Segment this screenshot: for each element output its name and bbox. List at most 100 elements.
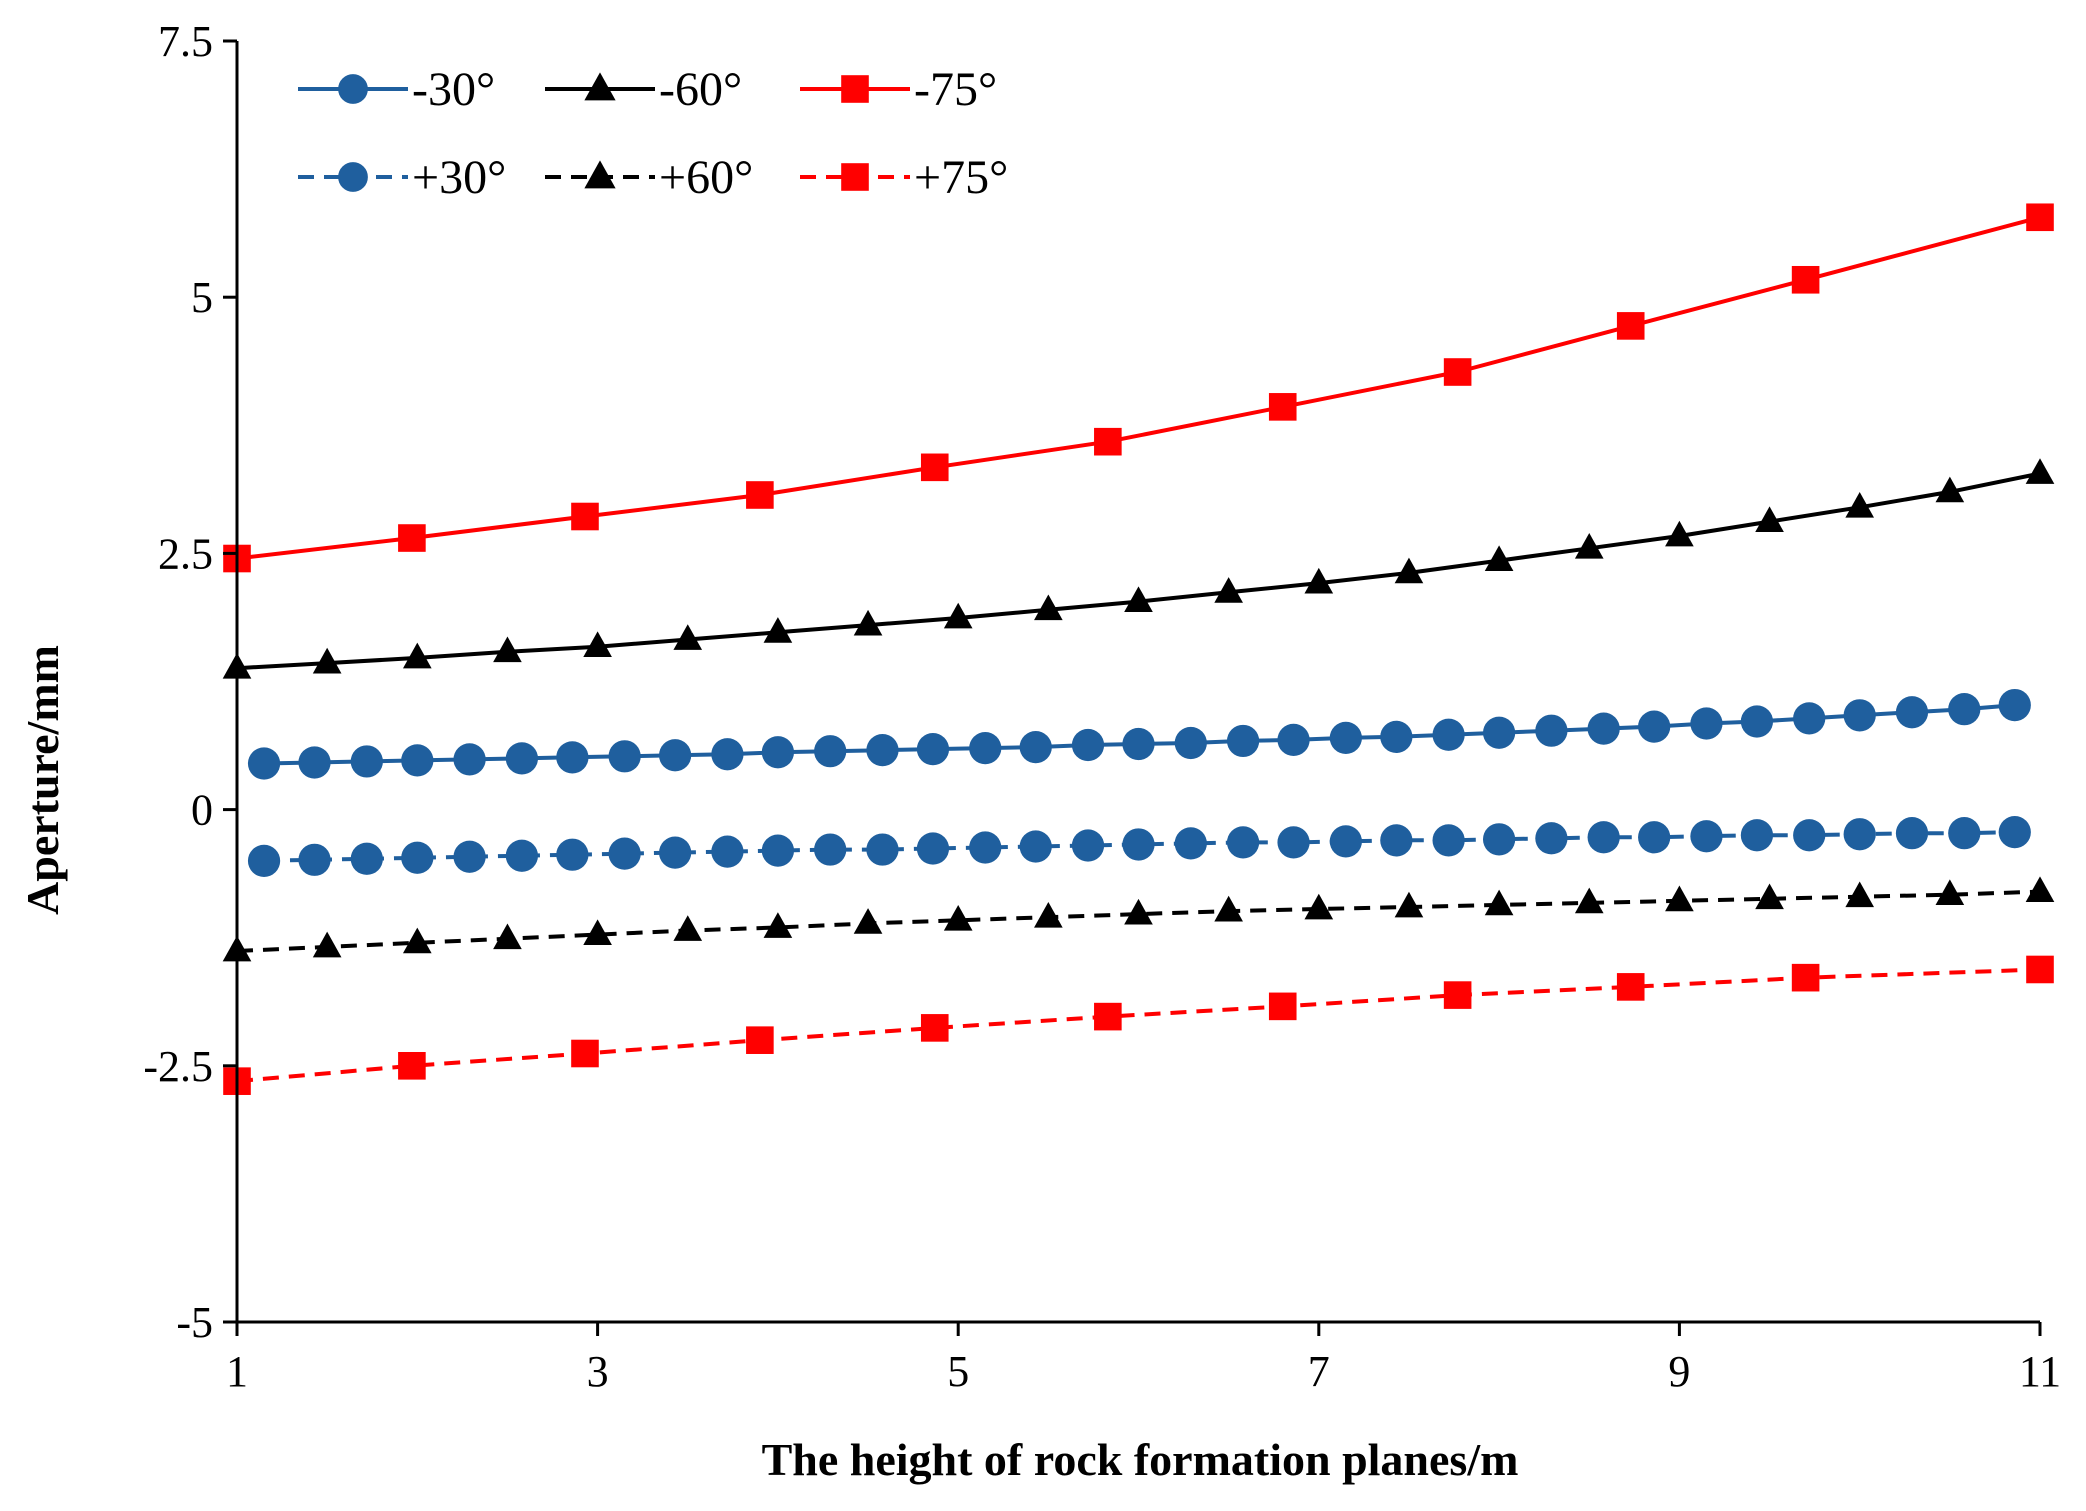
data-point	[1432, 824, 1465, 857]
data-point	[402, 642, 432, 669]
data-point	[608, 837, 641, 870]
legend-item: +75°	[800, 151, 1008, 204]
data-point	[505, 742, 538, 775]
data-point	[493, 636, 522, 663]
data-point	[761, 834, 795, 867]
y-axis-title: Aperture/mm	[17, 645, 68, 915]
data-point	[1793, 702, 1826, 735]
data-point	[1935, 476, 1965, 503]
data-point	[2025, 876, 2055, 902]
data-point	[814, 833, 847, 866]
data-point	[1122, 828, 1155, 861]
data-point	[401, 744, 434, 777]
data-point	[746, 1026, 774, 1054]
data-point	[571, 1039, 599, 1068]
data-point	[1665, 885, 1694, 912]
data-point	[2026, 955, 2054, 984]
legend-swatch-marker	[584, 160, 616, 189]
data-point	[916, 733, 950, 766]
y-tick-label: -2.5	[143, 1042, 213, 1091]
data-point	[711, 835, 744, 868]
data-point	[1845, 881, 1875, 908]
x-tick-label: 1	[226, 1347, 248, 1396]
data-point	[1094, 1002, 1122, 1031]
legend-item: +60°	[545, 151, 753, 204]
data-point	[1755, 506, 1784, 533]
data-point	[761, 736, 795, 769]
legend-swatch-marker	[584, 72, 616, 101]
y-tick-label: 2.5	[158, 529, 213, 578]
data-point	[1574, 887, 1604, 914]
data-point	[571, 502, 599, 531]
data-point	[746, 481, 774, 509]
data-point	[1638, 821, 1671, 854]
data-point	[1329, 825, 1362, 858]
data-point	[1394, 557, 1424, 584]
data-point	[401, 841, 434, 874]
data-point	[1124, 586, 1153, 612]
data-point	[556, 741, 589, 774]
data-point	[1616, 973, 1645, 1001]
data-point	[1122, 727, 1155, 761]
data-point	[1690, 820, 1723, 853]
legend-item: +30°	[298, 151, 506, 204]
legend-swatch-marker	[841, 163, 869, 191]
data-point	[247, 747, 281, 780]
data-point	[1791, 963, 1820, 992]
data-point	[1432, 718, 1465, 751]
data-point	[1304, 893, 1334, 920]
data-point	[1094, 427, 1122, 456]
x-tick-label: 7	[1308, 1347, 1330, 1396]
data-point	[247, 844, 281, 877]
x-tick-label: 5	[947, 1347, 969, 1396]
data-point	[711, 738, 744, 771]
data-point	[1214, 577, 1243, 603]
y-tick-label: -5	[176, 1298, 213, 1347]
data-point	[350, 745, 383, 778]
x-tick-label: 11	[2019, 1347, 2061, 1396]
series-line	[236, 889, 2041, 953]
data-point	[398, 1052, 426, 1080]
data-point	[1174, 726, 1207, 760]
data-point	[2025, 458, 2055, 484]
data-point	[969, 831, 1002, 864]
legend-label: +30°	[412, 151, 506, 204]
series-3	[223, 203, 2054, 573]
y-tick-label: 7.5	[158, 17, 213, 66]
data-point	[1482, 823, 1516, 856]
legend-swatch-marker	[841, 75, 869, 103]
data-point	[1268, 393, 1297, 421]
data-point	[763, 617, 793, 643]
legend-swatch-marker	[338, 74, 368, 104]
data-point	[866, 833, 899, 866]
data-point	[505, 839, 538, 872]
data-point	[2026, 203, 2054, 232]
data-point	[1174, 827, 1207, 860]
series-4	[247, 816, 2031, 877]
data-point	[1071, 829, 1105, 862]
data-point	[1484, 889, 1514, 916]
data-point	[298, 746, 331, 779]
data-point	[1895, 696, 1929, 729]
data-point	[453, 840, 486, 873]
data-point	[312, 931, 342, 958]
legend-item: -75°	[800, 63, 997, 116]
data-point	[853, 908, 883, 934]
data-point	[969, 731, 1002, 765]
data-point	[1443, 358, 1472, 386]
data-point	[1998, 688, 2031, 722]
data-point	[1791, 265, 1820, 294]
data-point	[673, 915, 703, 941]
data-point	[1214, 895, 1243, 922]
data-point	[659, 739, 692, 772]
data-point	[1535, 714, 1568, 747]
data-point	[1304, 567, 1334, 594]
data-point	[1616, 312, 1645, 340]
legend-label: +60°	[659, 151, 753, 204]
data-point	[943, 905, 973, 931]
data-point	[1019, 730, 1052, 764]
y-tick-label: 0	[191, 786, 213, 835]
data-point	[1948, 693, 1981, 726]
axes-layer: -5 -2.5 0 2.5 5 7.5 1 3 5 7 9 11	[143, 17, 2061, 1396]
